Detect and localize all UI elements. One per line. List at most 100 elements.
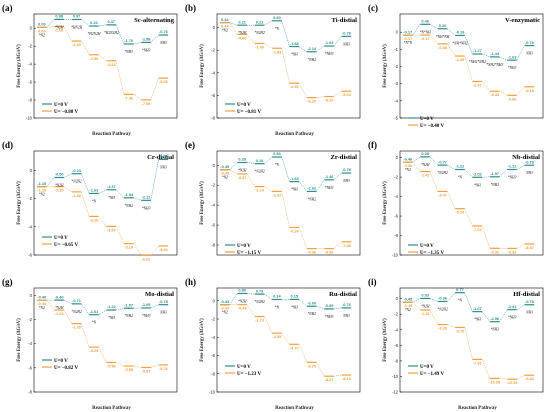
y-tick-label: -2: [394, 64, 398, 69]
connector: [150, 159, 159, 201]
data-label: -1.73: [255, 318, 265, 323]
category-label: *N2H: [55, 183, 64, 187]
connector: [115, 189, 125, 198]
y-tick-label: -3: [394, 81, 398, 86]
connector: [429, 309, 438, 325]
data-label: -5.36: [159, 247, 169, 252]
connector: [429, 171, 438, 192]
plot-frame: [216, 287, 361, 393]
connector: [333, 241, 342, 249]
series-u0: -0.45 0.28 0.16 0.83 -1.64 -2.62 -1.46 -0.78: [220, 151, 352, 192]
data-label: -0.60: [307, 300, 316, 305]
data-label: -1.64: [290, 176, 300, 181]
connector: [464, 327, 473, 360]
data-label: -1.83: [272, 49, 282, 54]
chart-svg: (b) Ti-distial 0 -2 -4 -6 -8 Free Energy (ΔG/eV…: [185, 3, 361, 137]
chart-panel: (d) Cr-distial 0 -2 -4 -6 Free Energy (ΔG/eV) -…: [0, 137, 183, 274]
category-label: *N: [275, 27, 280, 31]
data-label: -0.60: [238, 35, 247, 40]
category-label: *N2H: [55, 25, 64, 29]
connector: [447, 28, 456, 36]
y-tick-label: -1: [394, 47, 398, 52]
legend-entry: U= −1.15 V: [237, 251, 261, 256]
y-axis-label: Free Energy (ΔG/eV): [17, 44, 22, 88]
plot-frame: [216, 150, 361, 256]
data-label: -1.27: [473, 48, 482, 53]
data-label: -1.76: [124, 38, 134, 43]
y-tick-label: -4: [28, 224, 32, 229]
data-label: 0.24: [90, 20, 98, 25]
connector: [150, 364, 159, 368]
connector: [412, 301, 421, 311]
category-label: NH3: [342, 179, 350, 183]
data-label: -9.32: [508, 249, 518, 254]
connector: [499, 56, 508, 61]
category-label: *N2H2: [71, 180, 82, 184]
data-label: -1.40: [255, 44, 264, 49]
y-tick-label: -4: [28, 341, 32, 346]
data-label: -0.78: [525, 299, 535, 304]
legend: U=0 V U= −1.15 V: [225, 244, 261, 256]
x-axis-label: Reaction Pathway: [92, 132, 131, 137]
category-label: NH3: [159, 165, 167, 169]
y-tick-label: -6: [211, 223, 215, 228]
data-label: 0.60: [273, 15, 281, 20]
y-tick-label: -6: [394, 343, 398, 348]
connector: [316, 362, 325, 377]
connector: [281, 191, 290, 228]
category-label: *N2: [405, 308, 411, 312]
data-label: 0.98: [55, 14, 63, 19]
connector: [412, 298, 421, 303]
data-label: -3.44: [490, 92, 500, 97]
chart-panel: (g) Mo-distial 0 -2 -4 -6 -8 Free Energy (ΔG/eV…: [0, 274, 183, 411]
data-label: 0.21: [238, 19, 246, 24]
y-tick-label: 0: [30, 26, 33, 31]
plot-frame: [33, 287, 178, 393]
series-applied-potential: -0.45 -1.46 -3.33 -3.70 -7.81 -10.25 -10.35 -9.…: [403, 301, 535, 385]
connector: [229, 22, 238, 35]
data-label: -0.78: [525, 40, 535, 45]
data-label: -1.07: [124, 302, 133, 307]
y-tick-label: -4: [211, 335, 215, 340]
data-label: -6.24: [290, 228, 300, 233]
connector: [333, 172, 342, 181]
panel-label: (f): [368, 140, 377, 150]
connector: [447, 43, 456, 57]
data-label: -2.62: [272, 192, 282, 197]
connector: [333, 36, 342, 47]
y-axis-label: Free Energy (ΔG/eV): [200, 181, 205, 225]
category-label: *NH: [108, 316, 115, 320]
data-label: 0.77: [456, 287, 464, 292]
data-label: -7.98: [142, 101, 152, 106]
data-label: -1.68: [290, 41, 300, 46]
legend-entry: U=0 V: [420, 244, 434, 249]
category-label: *NH3: [142, 48, 151, 52]
connector: [63, 299, 72, 305]
connector: [63, 186, 72, 193]
category-label: NH3: [159, 41, 167, 45]
connector: [115, 226, 125, 244]
y-axis-label: Free Energy (ΔG/eV): [383, 44, 388, 88]
connector: [316, 96, 325, 98]
connector: [98, 216, 107, 227]
data-label: -1.43: [421, 173, 431, 178]
connector: [429, 24, 438, 29]
data-label: -0.78: [159, 299, 169, 304]
chart-panel: (f) Nb-distial 0 -2 -4 -6 -8 -10 Free Energy (ΔG…: [366, 137, 549, 274]
connector: [150, 304, 159, 309]
chart-panel: (h) Ru-distial 0 -2 -4 -6 -8 -10 Free Energy (ΔG…: [183, 274, 366, 411]
data-label: -5.63: [342, 92, 352, 97]
data-label: -6.02: [142, 256, 152, 261]
category-label: *N2H2: [254, 31, 265, 35]
y-tick-label: -10: [392, 374, 399, 379]
connector: [150, 245, 159, 256]
connector: [81, 173, 90, 194]
data-label: -3.70: [455, 328, 464, 333]
connector: [133, 365, 142, 368]
legend: U=0 V U= −1.49 V: [408, 365, 444, 377]
category-label: *N2: [39, 306, 45, 310]
series-u0: -0.45 0.03 -0.36 0.77 -1.67 -2.96 -1.41 -0.78: [403, 287, 535, 323]
connector: [81, 303, 90, 315]
connector: [46, 19, 55, 28]
legend-entry: U= −0.82 V: [54, 366, 78, 371]
